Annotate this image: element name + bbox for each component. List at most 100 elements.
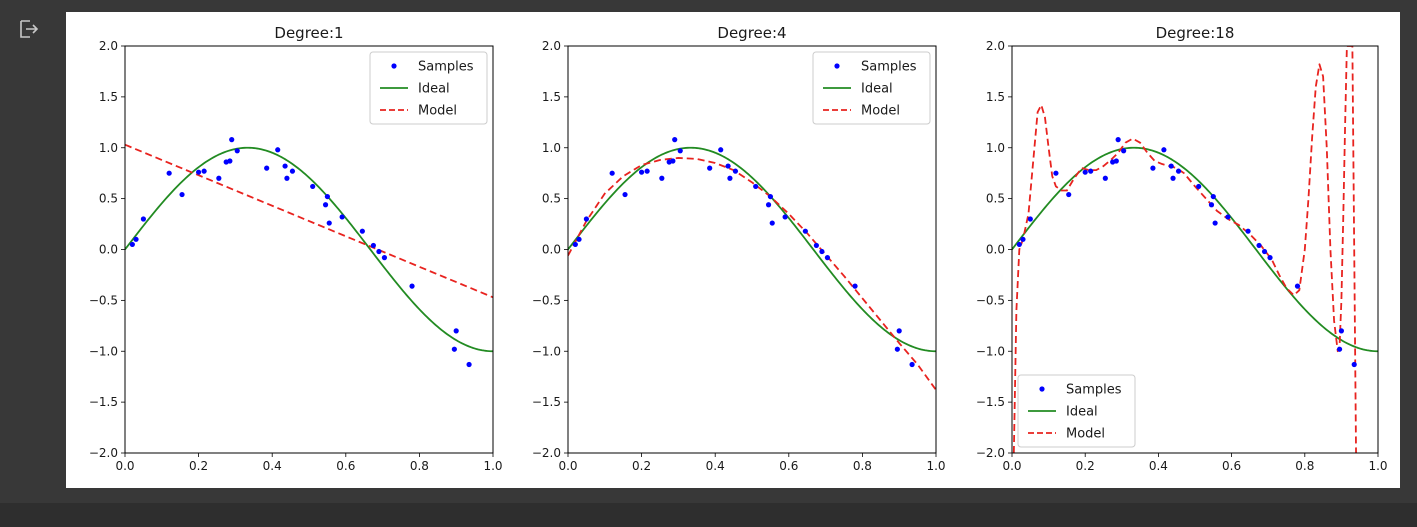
subplot-1: Degree:12.01.51.00.50.0−0.5−1.0−1.5−2.00…	[89, 24, 503, 473]
y-tick-label: 0.0	[986, 243, 1005, 257]
ideal-curve	[1012, 146, 1378, 353]
y-tick-label: 0.0	[99, 243, 118, 257]
sample-point	[1170, 175, 1176, 181]
sample-point	[707, 165, 713, 171]
legend-entry: Ideal	[418, 82, 450, 97]
sample-point	[166, 170, 172, 176]
sample-point	[1088, 168, 1094, 174]
legend: Samples Ideal Model	[812, 51, 931, 125]
sample-point	[672, 137, 678, 143]
sample-point	[282, 163, 288, 169]
sample-point	[1225, 214, 1231, 220]
sample-point	[767, 193, 774, 200]
y-tick-label: 1.5	[99, 90, 118, 104]
sample-point	[644, 168, 650, 174]
legend-entry: Samples	[861, 60, 917, 75]
sample-point	[376, 248, 382, 255]
model-curve	[568, 157, 936, 391]
y-tick-label: −0.5	[532, 293, 561, 307]
y-tick-label: 1.5	[986, 90, 1005, 104]
sample-point	[727, 175, 733, 181]
sample-point	[229, 137, 235, 143]
sample-point	[1168, 163, 1174, 169]
y-tick-label: −1.5	[532, 395, 561, 409]
y-tick-label: 0.5	[986, 192, 1005, 206]
legend-entry: Ideal	[861, 82, 893, 97]
y-tick-label: 0.0	[542, 243, 561, 257]
x-tick-label: 1.0	[483, 459, 502, 473]
sample-point	[129, 241, 135, 248]
sample-point	[179, 191, 185, 198]
sample-point	[609, 170, 615, 176]
sample-point	[1196, 183, 1202, 190]
x-tick-label: 0.0	[558, 459, 577, 473]
x-tick-label: 0.8	[1295, 459, 1314, 473]
axes-frame	[567, 45, 937, 454]
subplot-3: Degree:18 2.0 1.5 1.0 0.5 0.0 −0.5 −1.0 −1.5 −2.0…	[976, 24, 1388, 473]
sample-point	[370, 242, 376, 249]
x-tick-label: 1.0	[1368, 459, 1387, 473]
x-tick-label: 0.4	[706, 459, 725, 473]
sample-point	[196, 169, 202, 175]
sample-point	[1210, 193, 1216, 200]
legend-samples-marker	[1039, 386, 1045, 392]
sample-point	[1121, 148, 1127, 154]
x-tick-label: 0.4	[1149, 459, 1168, 473]
sample-point	[576, 236, 582, 242]
sample-point	[622, 191, 628, 198]
x-tick-label: 0.0	[115, 459, 134, 473]
x-tick-label: 0.4	[263, 459, 282, 473]
sample-point	[894, 346, 900, 352]
legend-box	[812, 51, 931, 125]
y-tick-label: 0.5	[99, 192, 118, 206]
sample-point	[359, 228, 365, 234]
sample-point	[133, 236, 139, 242]
sample-point	[264, 165, 270, 171]
sample-point	[659, 175, 665, 181]
sample-point	[216, 175, 222, 181]
x-tick-label: 0.0	[1002, 459, 1021, 473]
y-tick-label: −2.0	[532, 446, 561, 460]
sample-point	[409, 283, 415, 289]
chart-title: Degree:4	[717, 24, 786, 42]
axes-frame	[124, 45, 494, 454]
x-tick-label: 0.8	[410, 459, 429, 473]
sample-point	[1066, 191, 1072, 198]
y-tick-label: −1.5	[89, 395, 118, 409]
legend: Samples Ideal Model	[1017, 374, 1136, 448]
sample-point	[572, 241, 578, 248]
figure-canvas: Degree:12.01.51.00.50.0−0.5−1.0−1.5−2.00…	[89, 24, 1388, 473]
ideal-curve	[568, 146, 936, 353]
legend-entry: Model	[1066, 427, 1105, 442]
sample-point	[824, 255, 831, 261]
sample-point	[1161, 147, 1167, 153]
sample-point	[896, 328, 902, 334]
sample-point	[852, 283, 858, 289]
sample-point	[753, 183, 759, 190]
sample-point	[909, 361, 915, 368]
sample-point	[381, 255, 388, 261]
x-tick-label: 0.6	[336, 459, 355, 473]
sample-point	[769, 220, 775, 226]
x-tick-label: 0.8	[853, 459, 872, 473]
y-tick-label: 1.0	[99, 141, 118, 155]
plot-area	[568, 137, 936, 391]
sample-point	[326, 220, 332, 226]
output-arrow-icon	[18, 18, 40, 40]
sample-point	[782, 214, 788, 220]
sample-point	[583, 216, 590, 222]
ideal-curve	[125, 146, 493, 353]
sample-point	[1261, 248, 1268, 255]
chart-title: Degree:18	[1156, 24, 1235, 42]
y-tick-label: 0.5	[542, 192, 561, 206]
axes-frame	[1011, 45, 1379, 454]
sample-point	[1267, 255, 1273, 261]
chart-title: Degree:1	[274, 24, 343, 42]
sample-point	[201, 168, 207, 174]
sample-point	[227, 158, 233, 164]
x-tick-label: 0.6	[1222, 459, 1241, 473]
sample-point	[718, 147, 724, 153]
sample-point	[453, 328, 459, 334]
sample-point	[284, 175, 290, 181]
sample-point	[1175, 168, 1182, 174]
